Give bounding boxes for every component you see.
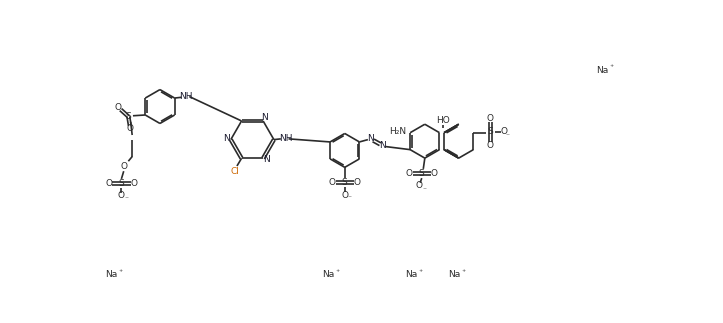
Text: Cl: Cl — [231, 167, 240, 176]
Text: O: O — [341, 191, 348, 200]
Text: NH: NH — [278, 134, 292, 143]
Text: N: N — [263, 155, 270, 163]
Text: O: O — [130, 179, 137, 188]
Text: S: S — [419, 169, 424, 178]
Text: N: N — [223, 134, 231, 143]
Text: O: O — [431, 169, 437, 178]
Text: ⁺: ⁺ — [418, 267, 422, 276]
Text: S: S — [126, 112, 131, 121]
Text: O: O — [406, 169, 413, 178]
Text: Na: Na — [322, 270, 335, 279]
Text: Na: Na — [596, 66, 608, 75]
Text: O: O — [106, 179, 113, 188]
Text: ⁺: ⁺ — [119, 267, 123, 276]
Text: O: O — [329, 178, 336, 187]
Text: Na: Na — [405, 270, 417, 279]
Text: Na: Na — [448, 270, 461, 279]
Text: O: O — [487, 141, 494, 150]
Text: ⁻: ⁻ — [347, 194, 351, 203]
Text: O: O — [354, 178, 361, 187]
Text: ⁻: ⁻ — [124, 194, 128, 203]
Text: S: S — [342, 178, 348, 187]
Text: ⁻: ⁻ — [423, 185, 427, 194]
Text: ⁺: ⁺ — [461, 267, 466, 276]
Text: ⁺: ⁺ — [335, 267, 340, 276]
Text: O: O — [500, 128, 508, 136]
Text: ⁻: ⁻ — [505, 131, 509, 140]
Text: O: O — [127, 124, 133, 133]
Text: Na: Na — [106, 270, 118, 279]
Text: O: O — [487, 114, 494, 123]
Text: ⁺: ⁺ — [609, 63, 613, 72]
Text: O: O — [118, 191, 125, 200]
Text: H₂N: H₂N — [389, 127, 406, 136]
Text: N: N — [261, 113, 268, 122]
Text: NH: NH — [179, 92, 193, 101]
Text: N: N — [367, 134, 374, 143]
Text: S: S — [119, 179, 124, 188]
Text: S: S — [487, 128, 493, 136]
Text: HO: HO — [437, 116, 450, 125]
Text: O: O — [121, 162, 128, 171]
Text: O: O — [415, 181, 422, 190]
Text: N: N — [379, 141, 386, 150]
Text: O: O — [114, 103, 121, 112]
